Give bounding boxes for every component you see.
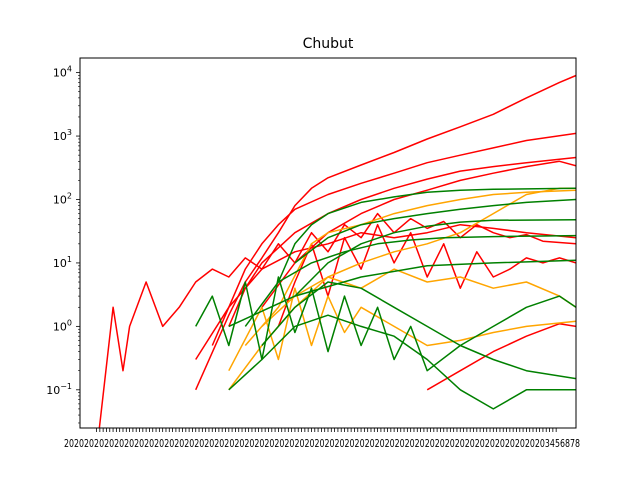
y-tick-label-2: 101 — [53, 255, 72, 270]
y-tick-label-4: 103 — [53, 128, 72, 143]
series-line-1 — [211, 132, 576, 346]
series-line-16 — [228, 259, 576, 328]
series-line-17 — [195, 276, 576, 372]
x-axis: 2020202020202020202020202020202020202020… — [64, 428, 580, 450]
y-tick-label-1: 100 — [53, 318, 72, 333]
series-line-3 — [261, 160, 576, 308]
series-line-13 — [294, 198, 576, 264]
series-line-5 — [195, 223, 576, 360]
plot-frame — [79, 57, 577, 429]
series-line-18 — [261, 281, 576, 380]
chart-title: Chubut — [303, 36, 354, 52]
series-line-9 — [244, 189, 576, 346]
series-line-15 — [244, 234, 576, 327]
series-layer — [98, 74, 576, 428]
series-line-19 — [228, 314, 576, 410]
x-tick-labels-overlap: 2020202020202020202020202020202020202020… — [64, 437, 580, 450]
series-line-14 — [294, 218, 576, 297]
plot-area — [80, 58, 576, 428]
series-line-12 — [277, 187, 576, 283]
series-line-10 — [261, 268, 576, 327]
series-line-7 — [426, 322, 576, 391]
y-tick-label-5: 104 — [53, 65, 72, 80]
y-axis: 10−1 100 101 102 103 104 — [46, 65, 80, 424]
series-line-0 — [195, 74, 576, 391]
y-tick-label-0: 10−1 — [46, 382, 72, 397]
y-tick-label-3: 102 — [53, 191, 72, 206]
series-line-4 — [98, 212, 576, 428]
